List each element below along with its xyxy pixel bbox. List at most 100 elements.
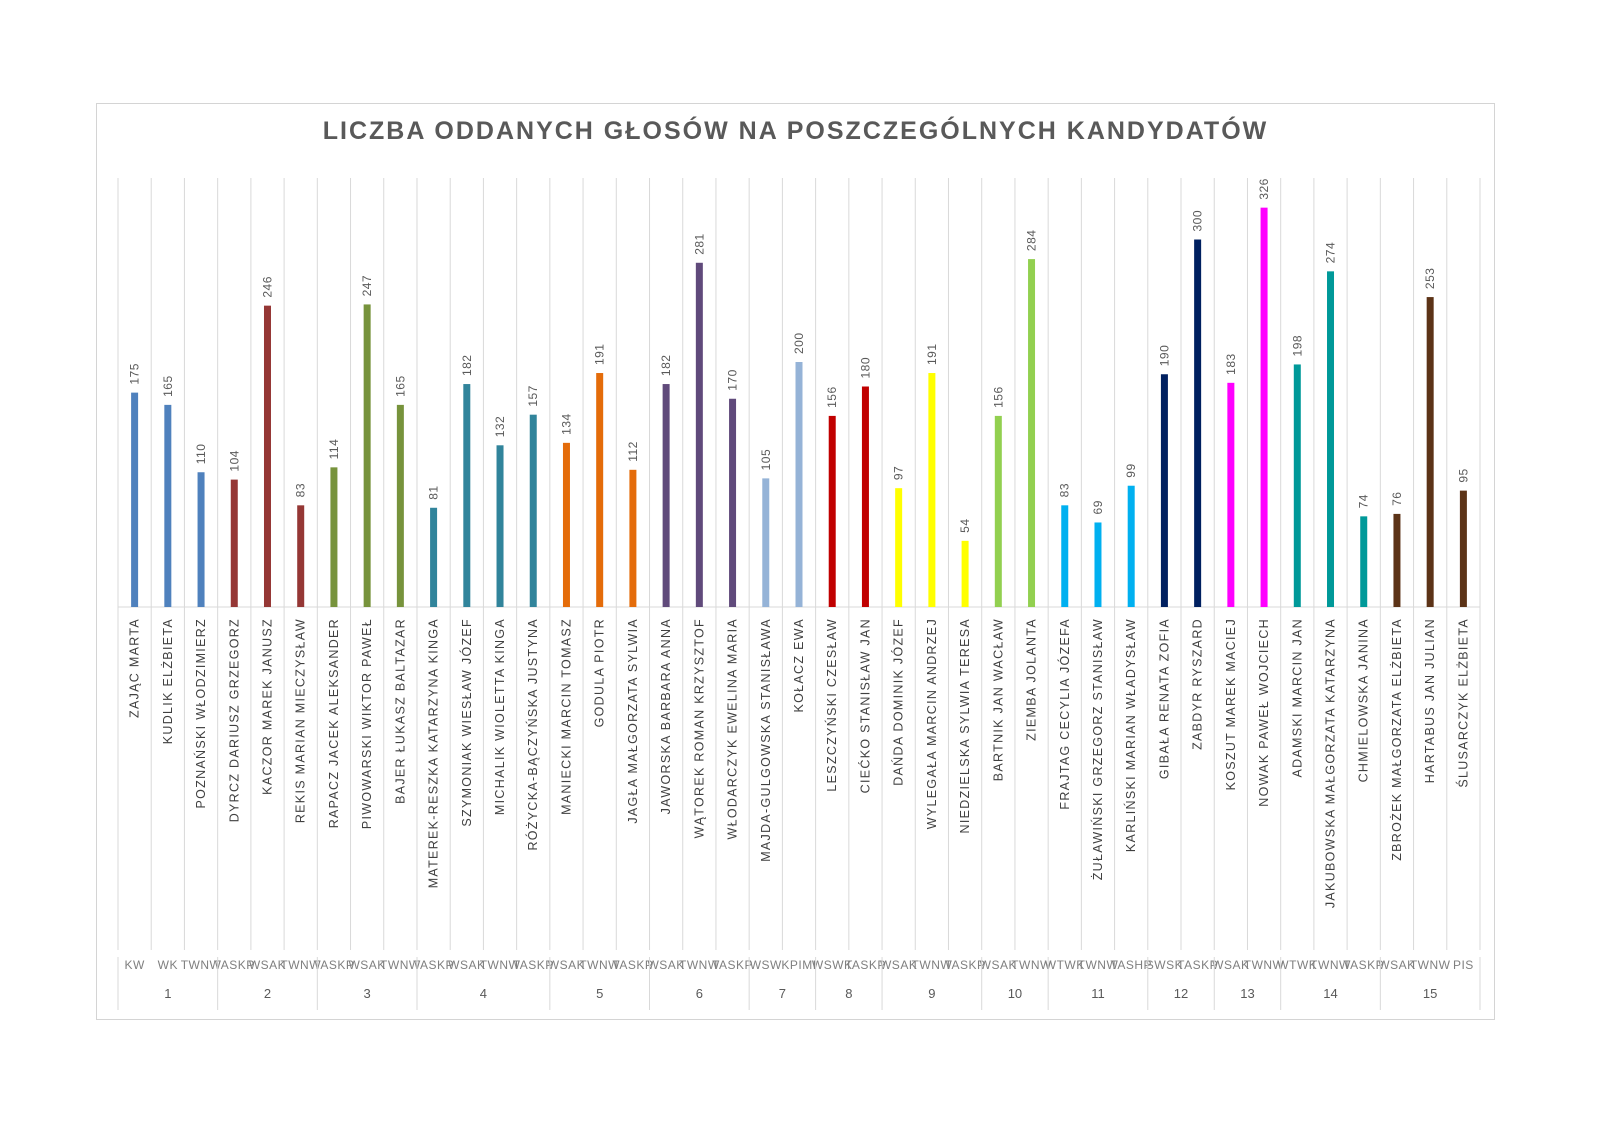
- bar: [1160, 374, 1168, 607]
- data-label: 170: [726, 369, 740, 391]
- data-label: 54: [958, 518, 972, 532]
- bar: [1061, 505, 1069, 607]
- tick-label: BARTNIK JAN WACŁAW: [991, 618, 1005, 781]
- committee-code-label: KPIMI: [781, 958, 816, 972]
- group-label: 6: [696, 986, 703, 1001]
- committee-code-label: TWNW: [1310, 958, 1351, 972]
- committee-code-label: TASKP: [413, 958, 454, 972]
- bar: [828, 415, 836, 607]
- tick-label: FRAJTAG CECYLIA JÓZEFA: [1057, 618, 1072, 810]
- committee-code-label: TASKP: [1343, 958, 1384, 972]
- bar: [529, 414, 537, 607]
- data-label: 81: [427, 485, 441, 499]
- committee-code-label: WSAK: [980, 958, 1017, 972]
- data-label: 69: [1091, 500, 1105, 514]
- data-label: 99: [1124, 463, 1138, 477]
- data-label: 112: [626, 441, 640, 462]
- bar: [1426, 297, 1434, 607]
- bar: [1327, 271, 1335, 607]
- bar: [662, 384, 670, 607]
- committee-code-label: WSAK: [249, 958, 286, 972]
- tick-label: ŻUŁAWIŃSKI GRZEGORZ STANISŁAW: [1090, 618, 1105, 880]
- committee-code-label: WSW: [750, 958, 782, 972]
- bar: [1260, 207, 1268, 607]
- tick-label: WĄTOREK ROMAN KRZYSZTOF: [692, 618, 706, 838]
- committee-code-label: TWNW: [1244, 958, 1285, 972]
- data-label: 97: [892, 466, 906, 480]
- data-label: 191: [925, 343, 939, 365]
- committee-code-label: WSAK: [348, 958, 385, 972]
- tick-label: GODULA PIOTR: [593, 618, 607, 727]
- committee-code-label: TASKP: [945, 958, 986, 972]
- group-label: 5: [596, 986, 603, 1001]
- committee-code-label: SWSK: [1146, 958, 1183, 972]
- committee-code-label: WSAK: [647, 958, 684, 972]
- tick-label: KOŁACZ EWA: [792, 618, 806, 713]
- tick-label: LESZCZYŃSKI CZESŁAW: [824, 618, 839, 792]
- data-label: 200: [792, 332, 806, 354]
- committee-code-label: TASKP: [845, 958, 886, 972]
- chart-title: LICZBA ODDANYCH GŁOSÓW NA POSZCZEGÓLNYCH…: [322, 117, 1269, 145]
- data-label: 76: [1390, 492, 1404, 506]
- tick-label: ZAJĄC MARTA: [128, 618, 142, 718]
- tick-label: ADAMSKI MARCIN JAN: [1290, 618, 1304, 778]
- committee-code-label: WTWK: [1045, 958, 1085, 972]
- committee-code-label: WTWK: [1277, 958, 1317, 972]
- committee-code-label: TWNW: [1410, 958, 1451, 972]
- data-label: 74: [1357, 494, 1371, 508]
- data-label: 180: [858, 357, 872, 379]
- tick-label: CIEĆKO STANISŁAW JAN: [857, 618, 872, 793]
- tick-label: WŁODARCZYK EWELINA MARIA: [726, 618, 740, 840]
- committee-code-label: TWNW: [1078, 958, 1119, 972]
- data-label: 326: [1257, 178, 1271, 200]
- tick-label: ŚLUSARCZYK ELŻBIETA: [1455, 618, 1470, 788]
- bar: [363, 304, 371, 607]
- tick-label: KOSZUT MAREK MACIEJ: [1224, 618, 1238, 790]
- tick-label: MATEREK-RESZKA KATARZYNA KINGA: [427, 618, 441, 888]
- bar: [396, 404, 404, 607]
- data-label: 198: [1290, 335, 1304, 357]
- data-label: 246: [260, 276, 274, 298]
- committee-code-label: WSAK: [548, 958, 585, 972]
- data-label: 190: [1157, 345, 1171, 367]
- tick-label: CHMIELOWSKA JANINA: [1357, 618, 1371, 782]
- committee-code-label: TWNW: [912, 958, 953, 972]
- committee-code-label: KW: [124, 958, 145, 972]
- tick-label: WYLEGAŁA MARCIN ANDRZEJ: [925, 618, 939, 829]
- data-label: 105: [759, 449, 773, 471]
- data-label: 114: [327, 439, 341, 460]
- bar: [263, 305, 271, 607]
- bar: [430, 507, 438, 607]
- committee-code-label: WK: [158, 958, 178, 972]
- tick-label: MICHALIK WIOLETTA KINGA: [493, 618, 507, 815]
- data-label: 83: [294, 483, 308, 497]
- tick-label: ZBROŻEK MAŁGORZATA ELŻBIETA: [1390, 618, 1404, 861]
- group-label: 15: [1423, 986, 1437, 1001]
- committee-code-label: WSAK: [1212, 958, 1249, 972]
- data-label: 132: [493, 416, 507, 438]
- data-label: 284: [1025, 230, 1039, 252]
- committee-code-label: TWNW: [1011, 958, 1052, 972]
- tick-label: KUDLIK ELŻBIETA: [161, 618, 175, 744]
- bar: [1459, 490, 1467, 607]
- bar: [1227, 382, 1235, 607]
- committee-code-label: TASKP: [513, 958, 554, 972]
- bar: [496, 445, 504, 607]
- data-label: 182: [460, 355, 474, 377]
- bar: [297, 505, 305, 607]
- group-label: 8: [845, 986, 852, 1001]
- bar: [994, 415, 1002, 607]
- group-label: 2: [264, 986, 271, 1001]
- data-label: 104: [227, 450, 241, 472]
- bar: [1028, 259, 1036, 607]
- bar: [729, 398, 737, 607]
- tick-label: JAKUBOWSKA MAŁGORZATA KATARZYNA: [1324, 618, 1338, 908]
- group-label: 4: [480, 986, 487, 1001]
- committee-code-label: TASHP: [1110, 958, 1152, 972]
- tick-label: KARLIŃSKI MARIAN WŁADYSŁAW: [1123, 618, 1138, 852]
- tick-label: MAJDA-GULGOWSKA STANISŁAWA: [759, 618, 773, 862]
- data-label: 183: [1224, 353, 1238, 375]
- group-label: 10: [1008, 986, 1022, 1001]
- group-label: 9: [928, 986, 935, 1001]
- committee-code-label: PIS: [1453, 958, 1474, 972]
